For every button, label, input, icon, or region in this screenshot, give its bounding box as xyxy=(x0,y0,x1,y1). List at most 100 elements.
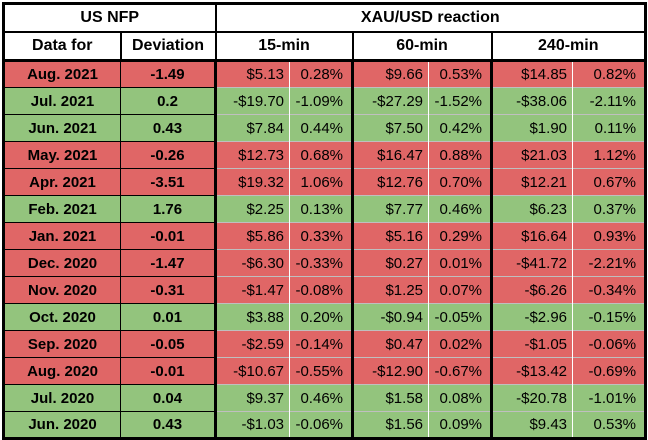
deviation-cell: 0.43 xyxy=(119,411,218,439)
percent-60min-cell: 0.07% xyxy=(428,276,492,304)
table-row: Jun. 2020 0.43 -$1.03 -0.06% $1.56 0.09% $9.43… xyxy=(3,411,646,439)
percent-240min-cell: 1.12% xyxy=(572,141,646,169)
price-240min-cell: -$38.06 xyxy=(490,87,573,115)
deviation-cell: -0.01 xyxy=(119,357,218,385)
table-row: Dec. 2020 -1.47 -$6.30 -0.33% $0.27 0.01% -$41… xyxy=(3,249,646,277)
price-60min-cell: -$12.90 xyxy=(351,357,429,385)
price-15min-cell: -$10.67 xyxy=(214,357,290,385)
price-240min-cell: -$1.05 xyxy=(490,330,573,358)
timeframe-240min-header: 240-min xyxy=(490,31,647,62)
price-15min-cell: -$2.59 xyxy=(214,330,290,358)
timeframe-60min-header: 60-min xyxy=(351,31,493,62)
percent-240min-cell: -0.69% xyxy=(572,357,646,385)
percent-60min-cell: 0.01% xyxy=(428,249,492,277)
price-60min-cell: $1.56 xyxy=(351,411,429,439)
price-60min-cell: $5.16 xyxy=(351,222,429,250)
month-cell: Aug. 2021 xyxy=(3,60,121,88)
deviation-cell: -0.31 xyxy=(119,276,218,304)
percent-240min-cell: -0.06% xyxy=(572,330,646,358)
price-60min-cell: $12.76 xyxy=(351,168,429,196)
deviation-header: Deviation xyxy=(119,31,217,62)
percent-240min-cell: -0.34% xyxy=(572,276,646,304)
month-cell: Jun. 2021 xyxy=(3,114,121,142)
percent-240min-cell: -0.15% xyxy=(572,303,646,331)
percent-60min-cell: 0.70% xyxy=(428,168,492,196)
table-row: Feb. 2021 1.76 $2.25 0.13% $7.77 0.46% $6.23 0.… xyxy=(3,195,646,223)
percent-60min-cell: 0.08% xyxy=(428,384,492,412)
price-60min-cell: -$27.29 xyxy=(351,87,429,115)
table-row: Aug. 2021 -1.49 $5.13 0.28% $9.66 0.53% $14.85… xyxy=(3,60,646,88)
percent-15min-cell: -0.14% xyxy=(289,330,353,358)
percent-15min-cell: 0.68% xyxy=(289,141,353,169)
us-nfp-header: US NFP xyxy=(2,2,217,33)
price-240min-cell: $14.85 xyxy=(490,60,573,88)
price-240min-cell: -$20.78 xyxy=(490,384,573,412)
price-15min-cell: -$19.70 xyxy=(214,87,290,115)
price-240min-cell: $6.23 xyxy=(490,195,573,223)
price-15min-cell: $5.86 xyxy=(214,222,290,250)
price-60min-cell: $16.47 xyxy=(351,141,429,169)
price-15min-cell: -$6.30 xyxy=(214,249,290,277)
month-cell: Feb. 2021 xyxy=(3,195,121,223)
percent-15min-cell: -0.33% xyxy=(289,249,353,277)
month-cell: Jun. 2020 xyxy=(3,411,121,439)
table-row: May. 2021 -0.26 $12.73 0.68% $16.47 0.88% $21.… xyxy=(3,141,646,169)
price-60min-cell: $9.66 xyxy=(351,60,429,88)
table-row: Sep. 2020 -0.05 -$2.59 -0.14% $0.47 0.02% -$1.… xyxy=(3,330,646,358)
price-60min-cell: $1.58 xyxy=(351,384,429,412)
month-cell: Oct. 2020 xyxy=(3,303,121,331)
month-cell: Jul. 2020 xyxy=(3,384,121,412)
percent-240min-cell: 0.67% xyxy=(572,168,646,196)
price-15min-cell: $5.13 xyxy=(214,60,290,88)
percent-240min-cell: 0.37% xyxy=(572,195,646,223)
percent-15min-cell: 0.44% xyxy=(289,114,353,142)
price-60min-cell: $0.47 xyxy=(351,330,429,358)
price-240min-cell: $1.90 xyxy=(490,114,573,142)
percent-240min-cell: 0.53% xyxy=(572,411,646,439)
price-240min-cell: $12.21 xyxy=(490,168,573,196)
percent-15min-cell: 0.20% xyxy=(289,303,353,331)
month-cell: Sep. 2020 xyxy=(3,330,121,358)
percent-60min-cell: 0.46% xyxy=(428,195,492,223)
price-240min-cell: -$6.26 xyxy=(490,276,573,304)
deviation-cell: -1.47 xyxy=(119,249,218,277)
deviation-cell: 1.76 xyxy=(119,195,218,223)
price-60min-cell: $0.27 xyxy=(351,249,429,277)
percent-15min-cell: -0.08% xyxy=(289,276,353,304)
percent-240min-cell: -2.11% xyxy=(572,87,646,115)
month-cell: May. 2021 xyxy=(3,141,121,169)
price-60min-cell: -$0.94 xyxy=(351,303,429,331)
table-row: Nov. 2020 -0.31 -$1.47 -0.08% $1.25 0.07% -$6.… xyxy=(3,276,646,304)
percent-60min-cell: 0.88% xyxy=(428,141,492,169)
percent-15min-cell: 0.13% xyxy=(289,195,353,223)
deviation-cell: 0.43 xyxy=(119,114,218,142)
deviation-cell: 0.2 xyxy=(119,87,218,115)
percent-15min-cell: -0.55% xyxy=(289,357,353,385)
price-240min-cell: -$13.42 xyxy=(490,357,573,385)
percent-60min-cell: 0.09% xyxy=(428,411,492,439)
deviation-cell: 0.04 xyxy=(119,384,218,412)
price-240min-cell: -$2.96 xyxy=(490,303,573,331)
price-60min-cell: $7.77 xyxy=(351,195,429,223)
price-15min-cell: -$1.03 xyxy=(214,411,290,439)
month-cell: Apr. 2021 xyxy=(3,168,121,196)
percent-60min-cell: 0.02% xyxy=(428,330,492,358)
month-cell: Jan. 2021 xyxy=(3,222,121,250)
deviation-cell: 0.01 xyxy=(119,303,218,331)
column-header-row: Data for Deviation 15-min 60-min 240-min xyxy=(2,31,647,62)
percent-60min-cell: -0.67% xyxy=(428,357,492,385)
percent-15min-cell: -1.09% xyxy=(289,87,353,115)
table-row: Apr. 2021 -3.51 $19.32 1.06% $12.76 0.70% $12.… xyxy=(3,168,646,196)
table-header: US NFP XAU/USD reaction Data for Deviati… xyxy=(2,2,647,62)
percent-240min-cell: -2.21% xyxy=(572,249,646,277)
table-row: Jul. 2020 0.04 $9.37 0.46% $1.58 0.08% -$20.78… xyxy=(3,384,646,412)
percent-240min-cell: 0.93% xyxy=(572,222,646,250)
price-240min-cell: $9.43 xyxy=(490,411,573,439)
price-15min-cell: -$1.47 xyxy=(214,276,290,304)
table-row: Jun. 2021 0.43 $7.84 0.44% $7.50 0.42% $1.90 0.… xyxy=(3,114,646,142)
price-15min-cell: $12.73 xyxy=(214,141,290,169)
table-row: Aug. 2020 -0.01 -$10.67 -0.55% -$12.90 -0.67%… xyxy=(3,357,646,385)
price-15min-cell: $3.88 xyxy=(214,303,290,331)
percent-240min-cell: 0.11% xyxy=(572,114,646,142)
